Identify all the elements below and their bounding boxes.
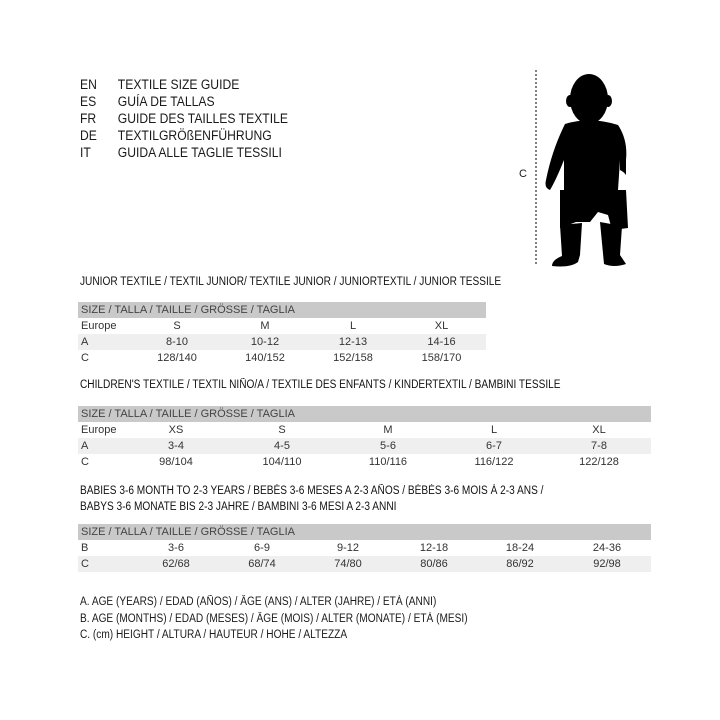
cell: 8-10: [133, 334, 221, 350]
babies-section-title-line2: BABYS 3-6 MONATE BIS 2-3 JAHRE / BAMBINI…: [80, 501, 397, 513]
language-code: DE: [80, 128, 97, 143]
babies-size-table: SIZE / TALLA / TAILLE / GRÖSSE / TAGLIA …: [78, 524, 651, 572]
row-label: C: [81, 352, 89, 364]
cell: 24-36: [592, 542, 622, 554]
cell: 12-18: [419, 542, 449, 554]
language-row-fr: FR GUIDE DES TAILLES TEXTILE: [80, 111, 288, 126]
table-header-row: SIZE / TALLA / TAILLE / GRÖSSE / TAGLIA: [78, 406, 651, 422]
size-header: SIZE / TALLA / TAILLE / GRÖSSE / TAGLIA: [78, 524, 651, 540]
table-row: C 98/104 104/110 110/116 116/122 122/128: [78, 454, 651, 470]
row-label: C: [78, 556, 133, 572]
cell: XS: [168, 424, 184, 436]
cell: 122/128: [579, 456, 619, 468]
row-label: A: [78, 334, 133, 350]
legend-a: A. AGE (YEARS) / EDAD (AÑOS) / ÂGE (ANS)…: [80, 596, 437, 608]
cell: 7-8: [547, 438, 651, 454]
cell: 10-12: [221, 334, 309, 350]
cell: S: [173, 320, 181, 332]
cell: 140/152: [245, 352, 285, 364]
row-label: A: [78, 438, 123, 454]
table-row: Europe S M L XL: [78, 318, 486, 334]
row-label: C: [81, 456, 89, 468]
language-title: GUIDE DES TAILLES TEXTILE: [117, 111, 288, 126]
cell: S: [278, 424, 286, 436]
cell: XL: [434, 320, 449, 332]
legend-b: B. AGE (MONTHS) / EDAD (MESES) / ÂGE (MO…: [80, 613, 468, 625]
cell: 104/110: [262, 456, 302, 468]
cell: L: [349, 320, 357, 332]
language-title: TEXTILGRÖßENFÜHRUNG: [117, 128, 272, 143]
cell: 68/74: [219, 556, 305, 572]
language-row-de: DE TEXTILGRÖßENFÜHRUNG: [80, 128, 272, 143]
language-title: TEXTILE SIZE GUIDE: [117, 77, 240, 92]
language-code: FR: [80, 111, 97, 126]
cell: 80/86: [391, 556, 477, 572]
size-header: SIZE / TALLA / TAILLE / GRÖSSE / TAGLIA: [78, 302, 486, 318]
cell: 18-24: [505, 542, 535, 554]
language-code: ES: [80, 94, 97, 109]
table-row: A 3-4 4-5 5-6 6-7 7-8: [78, 438, 651, 454]
height-measure-label: C: [519, 168, 527, 180]
cell: 110/116: [368, 456, 408, 468]
cell: 6-9: [254, 542, 270, 554]
cell: 116/122: [474, 456, 514, 468]
language-row-es: ES GUÍA DE TALLAS: [80, 94, 215, 109]
cell: XL: [592, 424, 606, 436]
language-code: EN: [80, 77, 97, 92]
cell: 12-13: [309, 334, 397, 350]
cell: 152/158: [333, 352, 373, 364]
table-row: A 8-10 10-12 12-13 14-16: [78, 334, 486, 350]
junior-section-title: JUNIOR TEXTILE / TEXTIL JUNIOR/ TEXTILE …: [80, 276, 502, 288]
table-header-row: SIZE / TALLA / TAILLE / GRÖSSE / TAGLIA: [78, 524, 651, 540]
language-title: GUIDA ALLE TAGLIE TESSILI: [117, 145, 282, 160]
language-title: GUÍA DE TALLAS: [117, 94, 215, 109]
cell: 3-6: [168, 542, 184, 554]
cell: 14-16: [397, 334, 486, 350]
junior-size-table: SIZE / TALLA / TAILLE / GRÖSSE / TAGLIA …: [78, 302, 486, 366]
cell: 62/68: [133, 556, 219, 572]
children-size-table: SIZE / TALLA / TAILLE / GRÖSSE / TAGLIA …: [78, 406, 651, 470]
cell: 128/140: [157, 352, 197, 364]
size-header: SIZE / TALLA / TAILLE / GRÖSSE / TAGLIA: [78, 406, 651, 422]
language-code: IT: [80, 145, 91, 160]
child-silhouette-icon: [535, 70, 628, 267]
table-row: B 3-6 6-9 9-12 12-18 18-24 24-36: [78, 540, 651, 556]
table-row: C 128/140 140/152 152/158 158/170: [78, 350, 486, 366]
table-header-row: SIZE / TALLA / TAILLE / GRÖSSE / TAGLIA: [78, 302, 486, 318]
legend-c: C. (cm) HEIGHT / ALTURA / HAUTEUR / HÖHE…: [80, 629, 348, 641]
language-row-en: EN TEXTILE SIZE GUIDE: [80, 77, 239, 92]
table-row: C 62/68 68/74 74/80 80/86 86/92 92/98: [78, 556, 651, 572]
cell: 4-5: [229, 438, 335, 454]
table-row: Europe XS S M L XL: [78, 422, 651, 438]
cell: 86/92: [477, 556, 563, 572]
cell: 3-4: [123, 438, 229, 454]
cell: M: [383, 424, 393, 436]
row-label: Europe: [81, 320, 117, 332]
cell: L: [490, 424, 498, 436]
cell: 9-12: [336, 542, 360, 554]
babies-section-title-line1: BABIES 3-6 MONTH TO 2-3 YEARS / BEBÉS 3-…: [80, 485, 544, 497]
row-label: B: [81, 542, 89, 554]
cell: 92/98: [563, 556, 651, 572]
cell: 6-7: [441, 438, 547, 454]
cell: 5-6: [335, 438, 441, 454]
children-section-title: CHILDREN'S TEXTILE / TEXTIL NIÑO/A / TEX…: [80, 379, 561, 391]
cell: 74/80: [305, 556, 391, 572]
cell: 158/170: [421, 352, 462, 364]
cell: 98/104: [159, 456, 193, 468]
row-label: Europe: [81, 424, 117, 436]
language-row-it: IT GUIDA ALLE TAGLIE TESSILI: [80, 145, 282, 160]
cell: M: [260, 320, 270, 332]
